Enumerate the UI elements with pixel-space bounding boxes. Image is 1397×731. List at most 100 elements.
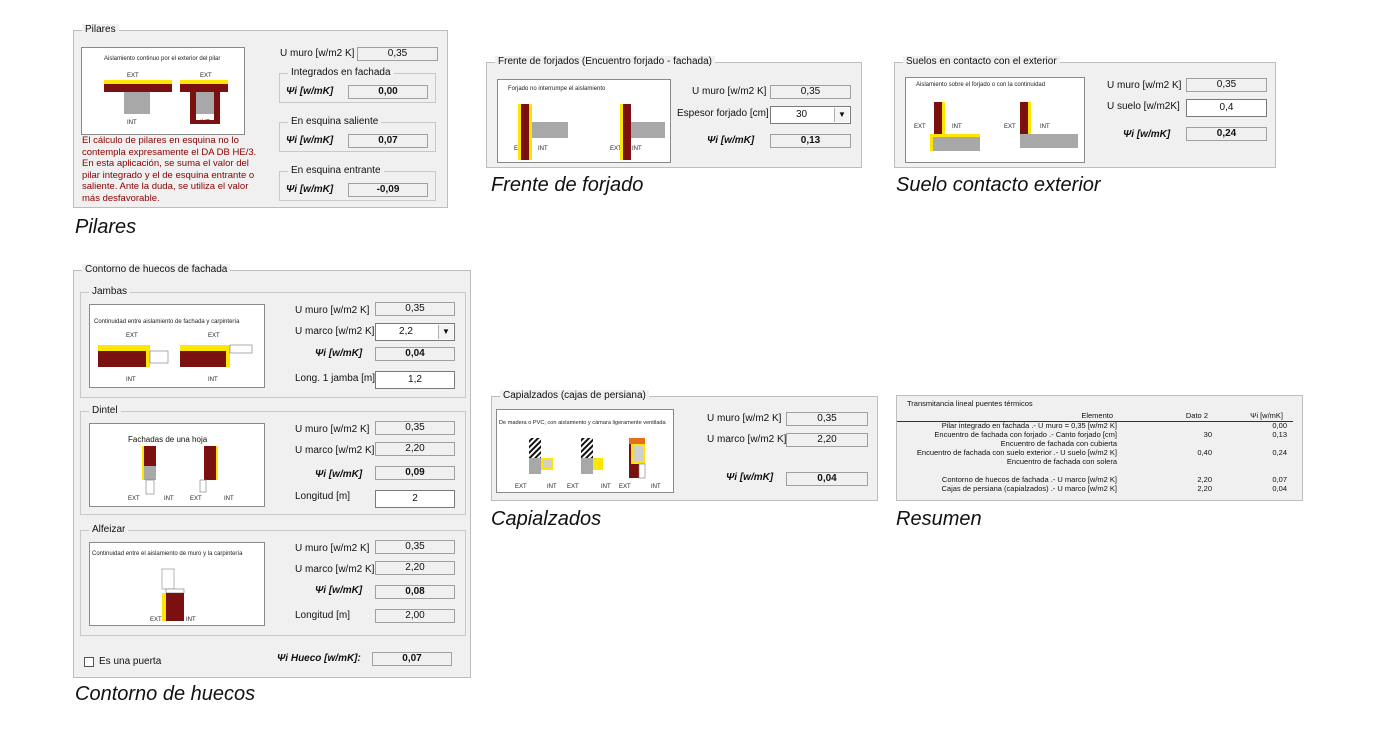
pilares-u-muro-value: 0,35	[357, 47, 438, 61]
pilares-saliente-psi-value: 0,07	[348, 134, 428, 148]
capialzados-u-marco-label: U marco [w/m2 K]	[707, 434, 787, 445]
resumen-header-psi: Ψi [w/mK]	[1250, 411, 1283, 420]
capialzados-ext-label-3: EXT	[619, 484, 631, 490]
alfeizar-u-marco-value: 2,20	[375, 561, 455, 575]
puerta-checkbox[interactable]	[84, 657, 94, 667]
pilares-saliente-psi-label: Ψi [w/mK]	[286, 135, 334, 146]
contorno-title: Contorno de huecos de fachada	[82, 264, 231, 276]
capialzados-ext-label-1: EXT	[515, 484, 527, 490]
contorno-panel: Contorno de huecos de fachada Jambas Con…	[73, 264, 471, 678]
pilares-diagram-drawing	[104, 80, 228, 124]
alfeizar-title: Alfeizar	[89, 524, 129, 536]
dintel-long-label: Longitud [m]	[295, 491, 351, 502]
capialzados-title: Capialzados (cajas de persiana)	[500, 390, 649, 402]
alfeizar-diagram: Continuidad entre el aislamiento de muro…	[89, 542, 265, 626]
suelo-int-label-2: INT	[1040, 124, 1050, 130]
alfeizar-psi-label: Ψi [w/mK]	[315, 585, 363, 596]
jambas-ext-label-1: EXT	[126, 333, 138, 339]
alfeizar-psi-value: 0,08	[375, 585, 455, 599]
frente-ext-label-2: EXT	[610, 146, 622, 152]
jambas-diagram: Continuidad entre aislamiento de fachada…	[89, 304, 265, 388]
resumen-row-dato: 0,40	[1197, 448, 1212, 457]
resumen-table: Elemento Dato 2 Ψi [w/mK] Pilar integrad…	[897, 412, 1304, 498]
pilares-saliente-group: En esquina saliente Ψi [w/mK] 0,07	[279, 116, 436, 152]
dintel-diagram-caption: Fachadas de una hoja	[128, 435, 208, 444]
resumen-row-dato: 2,20	[1197, 484, 1212, 493]
capialzados-u-muro-label: U muro [w/m2 K]	[707, 413, 782, 424]
frente-espesor-label: Espesor forjado [cm]	[677, 108, 769, 119]
resumen-row-psi: 0,07	[1272, 475, 1287, 484]
resumen-row-psi: 0,00	[1272, 421, 1287, 430]
pilares-saliente-title: En esquina saliente	[288, 116, 382, 128]
dintel-ext-label-1: EXT	[128, 496, 140, 502]
alfeizar-int-label: INT	[186, 617, 196, 623]
jambas-long-input[interactable]: 1,2	[375, 371, 455, 389]
suelo-u-suelo-input[interactable]: 0,4	[1186, 99, 1267, 117]
dintel-u-marco-label: U marco [w/m2 K]	[295, 445, 375, 456]
jambas-u-muro-value: 0,35	[375, 302, 455, 316]
alfeizar-u-muro-value: 0,35	[375, 540, 455, 554]
jambas-title: Jambas	[89, 286, 131, 298]
suelo-diagram-caption: Aislamiento sobre el forjado o con la co…	[916, 82, 1046, 88]
resumen-row-elemento: Encuentro de fachada con forjado .- Cant…	[934, 430, 1117, 439]
frente-diagram-caption: Forjado no interrumpe el aislamiento	[508, 86, 606, 92]
frente-u-muro-value: 0,35	[770, 85, 851, 99]
pilares-entrante-psi-label: Ψi [w/mK]	[286, 184, 334, 195]
puerta-label: Es una puerta	[99, 656, 162, 667]
alfeizar-long-value: 2,00	[375, 609, 455, 623]
jambas-u-marco-value: 2,2	[399, 326, 413, 337]
resumen-row-psi: 0,04	[1272, 484, 1287, 493]
capialzados-diagram-drawing	[529, 438, 646, 479]
dintel-diagram-drawing	[142, 446, 218, 495]
suelo-psi-label: Ψi [w/mK]	[1123, 129, 1171, 140]
jambas-u-marco-select[interactable]: 2,2 ▼	[375, 323, 455, 341]
table-row: Cajas de persiana (capialzados) .- U mar…	[897, 485, 1297, 493]
jambas-int-label-2: INT	[208, 377, 218, 383]
jambas-ext-label-2: EXT	[208, 333, 220, 339]
pilares-title: Pilares	[82, 24, 119, 36]
resumen-row-dato: 30	[1203, 430, 1212, 439]
dintel-u-marco-value: 2,20	[375, 442, 455, 456]
dintel-long-input[interactable]: 2	[375, 490, 455, 508]
resumen-row-dato: 2,20	[1197, 475, 1212, 484]
suelo-panel: Suelos en contacto con el exterior Aisla…	[894, 56, 1276, 168]
capialzados-int-label-1: INT	[547, 484, 557, 490]
pilares-ext-label-1: EXT	[127, 73, 139, 79]
pilares-entrante-title: En esquina entrante	[288, 165, 384, 177]
pilares-entrante-group: En esquina entrante Ψi [w/mK] -0,09	[279, 165, 436, 201]
table-row: Encuentro de fachada con forjado .- Cant…	[897, 431, 1297, 439]
dintel-int-label-2: INT	[224, 496, 234, 502]
suelo-diagram-drawing	[930, 102, 1078, 151]
pilares-diagram: Aislamiento continuo por el exterior del…	[81, 47, 245, 135]
chevron-down-icon[interactable]: ▼	[438, 325, 453, 339]
dintel-psi-value: 0,09	[375, 466, 455, 480]
psi-hueco-label: Ψi Hueco [w/mK]:	[277, 653, 361, 664]
pilares-u-muro-label: U muro [w/m2 K]	[280, 48, 355, 59]
capialzados-u-marco-value: 2,20	[786, 433, 868, 447]
alfeizar-diagram-drawing	[161, 568, 185, 621]
capialzados-psi-value: 0,04	[786, 472, 868, 486]
frente-int-label-2: INT	[632, 146, 642, 152]
frente-title: Frente de forjados (Encuentro forjado - …	[495, 56, 716, 68]
capialzados-psi-label: Ψi [w/mK]	[726, 472, 774, 483]
dintel-diagram: Fachadas de una hoja EXT INT EXT INT	[89, 423, 265, 507]
caption-contorno: Contorno de huecos	[75, 683, 256, 705]
table-row: Contorno de huecos de fachada .- U marco…	[897, 476, 1297, 484]
capialzados-ext-label-2: EXT	[567, 484, 579, 490]
suelo-u-muro-label: U muro [w/m2 K]	[1107, 80, 1182, 91]
frente-u-muro-label: U muro [w/m2 K]	[692, 86, 767, 97]
dintel-group: Dintel Fachadas de una hoja EXT INT EXT …	[80, 405, 466, 515]
suelo-title: Suelos en contacto con el exterior	[903, 56, 1060, 68]
frente-espesor-select[interactable]: 30 ▼	[770, 106, 851, 124]
chevron-down-icon[interactable]: ▼	[834, 108, 849, 122]
pilares-note: El cálculo de pilares en esquina no lo c…	[82, 135, 257, 204]
frente-psi-value: 0,13	[770, 134, 851, 148]
frente-diagram-drawing	[518, 104, 665, 160]
jambas-psi-value: 0,04	[375, 347, 455, 361]
frente-int-label-1: INT	[538, 146, 548, 152]
suelo-diagram: Aislamiento sobre el forjado o con la co…	[905, 77, 1085, 163]
resumen-panel: Transmitancia lineal puentes térmicos El…	[896, 395, 1303, 501]
alfeizar-u-muro-label: U muro [w/m2 K]	[295, 543, 370, 554]
resumen-row-elemento: Cajas de persiana (capialzados) .- U mar…	[941, 484, 1118, 493]
caption-resumen: Resumen	[896, 508, 982, 530]
